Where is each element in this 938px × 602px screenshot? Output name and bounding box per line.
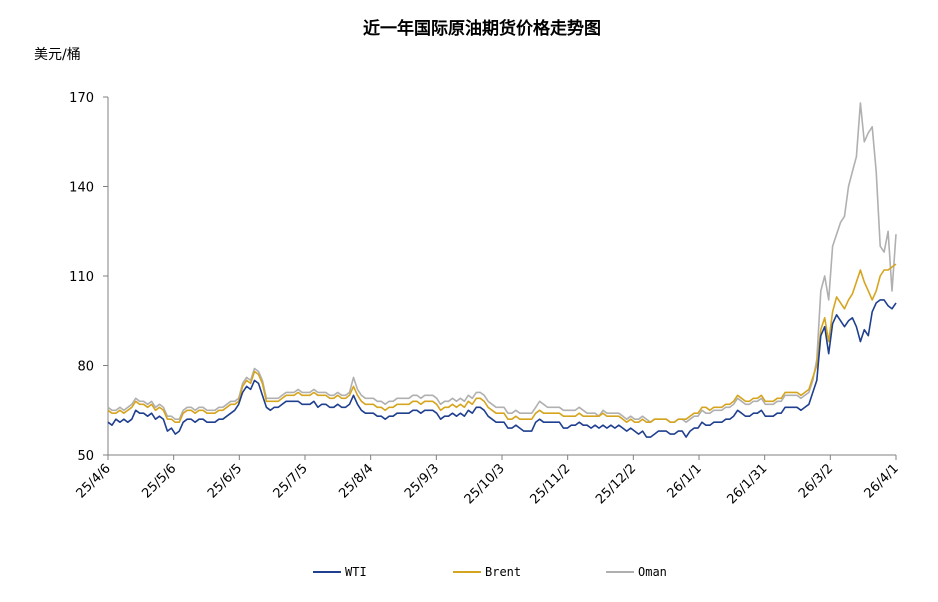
- x-axis-ticks: 25/4/6 25/5/6 25/6/5 25/7/5 25/8/4 25/9/3 25/1…: [74, 455, 902, 507]
- x-tick-label: 25/11/2: [527, 461, 573, 507]
- legend: WTI Brent Oman: [313, 565, 667, 579]
- y-tick-label: 140: [69, 181, 94, 196]
- y-tick-label: 80: [77, 360, 94, 375]
- x-tick-label: 25/10/3: [462, 461, 508, 507]
- x-tick-label: 26/3/2: [796, 461, 836, 501]
- y-tick-label: 50: [77, 449, 94, 464]
- legend-label-brent: Brent: [485, 565, 521, 579]
- series-line-oman: [107, 102, 897, 424]
- y-axis-ticks: 50 80 110 140 170: [69, 91, 108, 464]
- x-tick-label: 25/7/5: [271, 461, 311, 501]
- x-tick-label: 26/4/1: [862, 461, 902, 501]
- y-axis-unit-label: 美元/桶: [34, 47, 81, 63]
- x-tick-label: 25/12/2: [593, 461, 639, 507]
- y-tick-label: 110: [69, 270, 94, 285]
- series-lines: [107, 102, 897, 438]
- x-tick-label: 26/1/1: [665, 461, 705, 501]
- x-tick-label: 25/9/3: [402, 461, 442, 501]
- legend-label-wti: WTI: [345, 565, 367, 579]
- x-tick-label: 25/5/6: [139, 461, 179, 501]
- x-tick-label: 25/6/5: [205, 461, 245, 501]
- x-tick-label: 25/4/6: [74, 461, 114, 501]
- series-line-wti: [107, 299, 897, 438]
- y-tick-label: 170: [69, 91, 94, 106]
- series-line-brent: [107, 263, 897, 424]
- chart-title: 近一年国际原油期货价格走势图: [363, 18, 601, 39]
- x-tick-label: 25/8/4: [336, 461, 376, 501]
- x-tick-label: 26/1/31: [724, 461, 770, 507]
- legend-label-oman: Oman: [638, 565, 667, 579]
